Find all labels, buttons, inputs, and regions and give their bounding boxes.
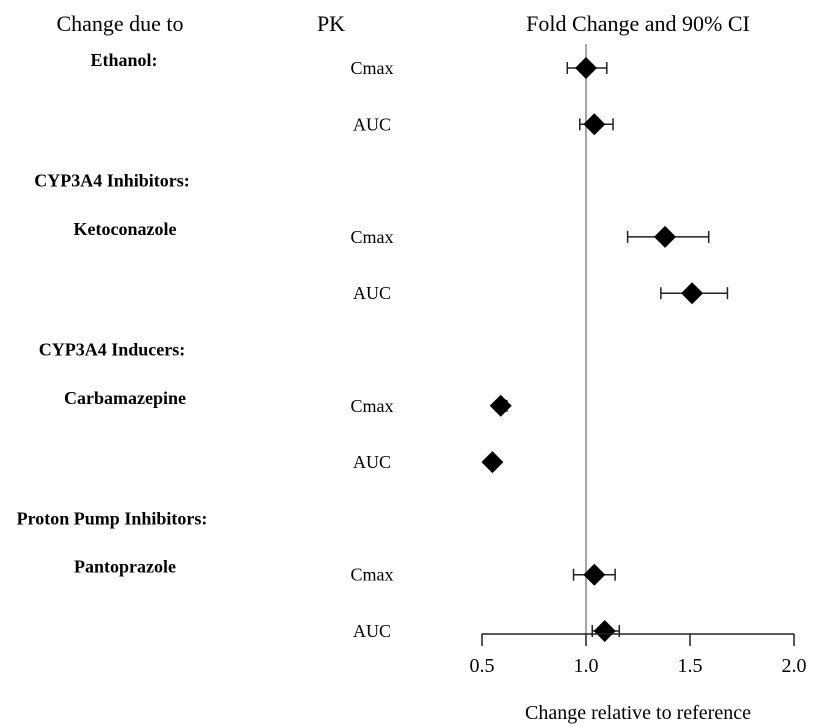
point-estimate-marker (583, 113, 606, 136)
pk-parameter-label: AUC (353, 283, 391, 303)
pk-parameter-label: Cmax (351, 565, 394, 585)
row-label: Pantoprazole (74, 557, 176, 577)
pk-parameter-label: AUC (353, 452, 391, 472)
x-tick-label: 1.5 (678, 655, 703, 677)
row-label: Ethanol: (90, 50, 157, 70)
header-change-due-to: Change due to (56, 11, 183, 36)
pk-parameter-label: Cmax (351, 227, 394, 247)
point-estimate-marker (583, 563, 606, 586)
row-label: Carbamazepine (64, 388, 186, 408)
pk-parameter-label: AUC (353, 114, 391, 134)
point-estimate-marker (489, 394, 512, 417)
point-estimate-marker (481, 451, 504, 474)
group-header-label: CYP3A4 Inhibitors: (34, 171, 190, 191)
x-axis-label: Change relative to reference (525, 702, 751, 724)
group-header-label: CYP3A4 Inducers: (39, 340, 186, 360)
point-estimate-marker (575, 57, 597, 79)
x-tick-label: 2.0 (782, 655, 807, 677)
pk-parameter-label: Cmax (351, 58, 394, 78)
forest-rows: Ethanol: Cmax AUC CYP3A4 Inhibitors: Ketocon… (17, 50, 729, 642)
x-axis-ticks: 0.5 1.0 1.5 2.0 (470, 634, 807, 677)
row-label: Ketoconazole (74, 219, 177, 239)
header-pk: PK (317, 11, 345, 36)
point-estimate-marker (654, 225, 677, 248)
group-header-label: Proton Pump Inhibitors: (17, 508, 208, 528)
x-tick-label: 0.5 (470, 655, 495, 677)
point-estimate-marker (593, 620, 616, 642)
x-tick-label: 1.0 (574, 655, 599, 677)
header-fold-change: Fold Change and 90% CI (526, 11, 750, 36)
pk-parameter-label: Cmax (351, 396, 394, 416)
point-estimate-marker (681, 282, 704, 305)
pk-parameter-label: AUC (353, 621, 391, 641)
